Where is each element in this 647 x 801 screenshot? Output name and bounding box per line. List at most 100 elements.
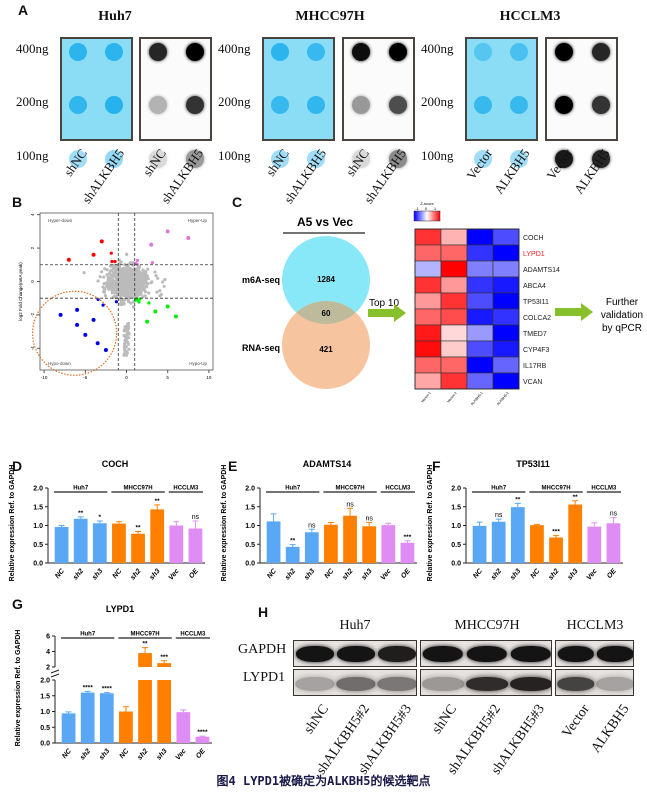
heatmap-gene-label: COLCA2 — [523, 315, 551, 322]
y-tick-label: 1.5 — [40, 693, 50, 700]
data-point — [112, 281, 116, 285]
heatmap-cell — [492, 356, 520, 374]
y-tick-label: 0.0 — [245, 561, 255, 568]
bar — [157, 680, 172, 743]
dot-spot — [186, 96, 204, 114]
bar — [112, 523, 126, 563]
y-tick-label: 2 — [30, 246, 35, 249]
amount-label: 200ng — [16, 94, 49, 109]
heatmap-column-label: Vector-2 — [446, 391, 457, 404]
significance-label: ** — [515, 496, 521, 503]
bar-upper — [138, 653, 152, 667]
group-label: HCCLM3 — [385, 486, 411, 492]
data-point — [125, 352, 129, 356]
data-point — [145, 274, 149, 278]
bar — [176, 712, 191, 743]
error-bar — [308, 528, 315, 533]
dot-spot — [592, 96, 610, 114]
data-point — [113, 265, 117, 269]
bar — [491, 521, 506, 563]
heatmap-frame — [414, 228, 520, 390]
cell-line-title: MHCC97H — [295, 9, 365, 24]
gapdh-blot — [293, 640, 417, 667]
bar — [61, 713, 76, 743]
heatmap-cell — [492, 260, 520, 278]
data-point — [75, 307, 80, 312]
data-point — [131, 300, 135, 304]
data-point — [132, 295, 136, 299]
significance-label: ** — [573, 494, 579, 501]
data-point — [112, 294, 116, 299]
heatmap-cell — [492, 340, 520, 358]
gapdh-band — [466, 646, 508, 662]
data-point — [149, 281, 153, 285]
data-point — [147, 291, 151, 295]
data-point — [137, 274, 141, 278]
lane-label: ALKBH5 — [588, 702, 633, 756]
gapdh-band — [378, 646, 416, 662]
data-point — [135, 258, 140, 262]
bar-chart-tp53i11: TP53I11 Relative expression Ref. to GAPDH… — [427, 459, 623, 582]
error-bar — [347, 507, 354, 516]
y-tick-label: 0.0 — [451, 561, 461, 568]
heatmap-cell — [440, 308, 468, 326]
y-axis-label: Relative expression Ref. to GAPDH — [15, 630, 22, 747]
x-tick-label: NC — [324, 567, 336, 580]
data-point — [165, 229, 170, 234]
data-point — [146, 277, 150, 281]
dot-spot — [186, 43, 204, 61]
quadrant-label: Hyper-down — [48, 218, 73, 223]
dot-spot — [389, 96, 407, 114]
data-point — [103, 347, 108, 352]
x-tick-label: NC — [266, 567, 278, 580]
panel-label-c: C — [232, 194, 243, 210]
bar — [99, 693, 114, 743]
data-point — [109, 277, 113, 281]
data-point — [145, 319, 150, 324]
gapdh-band — [422, 646, 464, 662]
quadrant-label: Hypo-down — [48, 361, 71, 366]
data-point — [150, 261, 154, 265]
data-point — [153, 270, 157, 274]
y-axis-label: Relative expression Ref. to GAPDH — [427, 465, 434, 582]
heatmap-cell — [492, 308, 520, 326]
stain-spot — [271, 96, 289, 114]
chart-title: ADAMTS14 — [303, 459, 352, 469]
data-point — [143, 272, 147, 276]
group-label: HCCLM3 — [173, 486, 199, 492]
data-point — [110, 259, 114, 264]
data-point — [143, 277, 148, 281]
data-point — [154, 274, 158, 278]
lypd1-band — [336, 677, 376, 691]
y-tick-label: 4 — [30, 213, 35, 216]
stain-spot — [105, 43, 123, 61]
data-point — [142, 269, 146, 273]
y-tick-label: -4 — [30, 346, 35, 350]
quadrant-label: Hypo-Up — [189, 361, 207, 366]
x-tick-label: Vec — [168, 568, 181, 582]
dot-spot — [149, 96, 167, 114]
error-bar — [270, 513, 277, 522]
data-point — [121, 298, 125, 302]
data-point — [137, 300, 141, 304]
x-tick-label: sh3 — [149, 568, 162, 582]
bar — [54, 527, 69, 563]
stain-spot — [474, 43, 492, 61]
data-point — [108, 280, 112, 284]
heatmap-cell — [414, 372, 442, 390]
bar — [169, 525, 184, 563]
data-point — [103, 294, 108, 298]
bar — [188, 528, 203, 563]
heatmap-cell — [414, 228, 442, 246]
data-point — [156, 276, 160, 280]
heatmap-cell — [466, 324, 494, 342]
data-point — [127, 293, 131, 297]
next-step-label: by qPCR — [602, 323, 642, 334]
panel-label-e: E — [228, 458, 238, 474]
venn-title: A5 vs Vec — [297, 215, 353, 229]
heatmap-gene-label: IL17RB — [523, 363, 547, 370]
m6a-dot-blot-membrane — [342, 37, 415, 168]
dot-spot — [186, 150, 204, 168]
error-bar — [161, 660, 168, 664]
dot-spot — [149, 150, 167, 168]
